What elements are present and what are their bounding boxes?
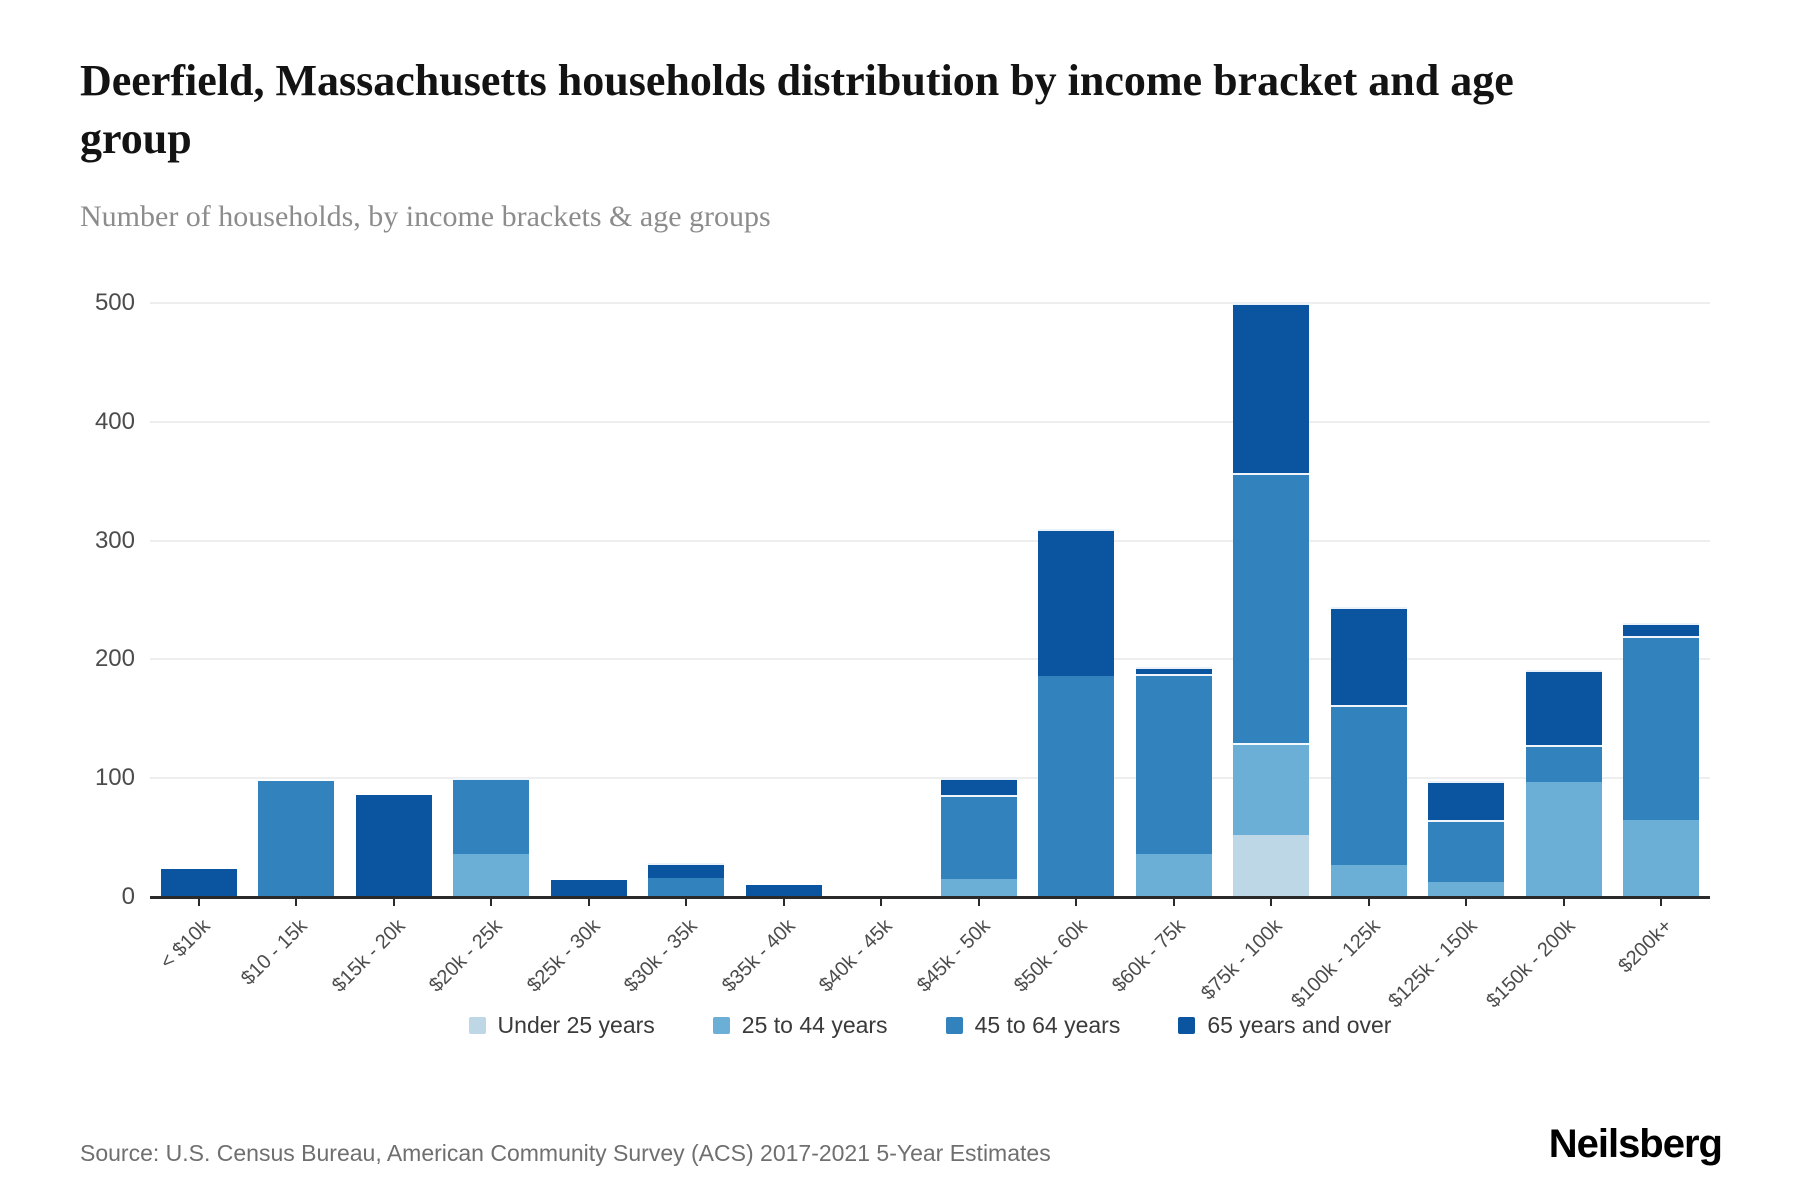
x-axis-tick (1367, 898, 1370, 906)
bar-segment[interactable] (453, 778, 530, 855)
bar-segment[interactable] (1428, 881, 1505, 897)
bar-segment[interactable] (355, 794, 432, 897)
x-axis-tick (685, 898, 688, 906)
bar-segment[interactable] (1330, 607, 1407, 705)
bar-$10 - 15k[interactable] (258, 780, 335, 897)
x-axis-tick (295, 898, 298, 906)
bar-segment[interactable] (1233, 472, 1310, 743)
bar-$50k - 60k[interactable] (1038, 528, 1115, 897)
legend-label: 45 to 64 years (974, 1012, 1121, 1038)
x-axis-line (150, 896, 1710, 899)
bar-segment[interactable] (1038, 528, 1115, 677)
y-gridline (150, 302, 1710, 304)
bar-segment[interactable] (1525, 781, 1602, 897)
legend-label: 65 years and over (1207, 1012, 1392, 1038)
bar-$15k - 20k[interactable] (355, 794, 432, 897)
bar-segment[interactable] (940, 778, 1017, 795)
bar-segment[interactable] (1038, 676, 1115, 897)
bar-segment[interactable] (550, 880, 627, 897)
chart-title: Deerfield, Massachusetts households dist… (80, 56, 1514, 163)
y-axis-tick-label: 100 (94, 764, 135, 792)
y-gridline (150, 658, 1710, 661)
y-axis-tick-label: 0 (121, 883, 135, 910)
y-axis-tick-label: 200 (94, 645, 135, 673)
bar-$200k+[interactable] (1623, 622, 1700, 897)
bar-$35k - 40k[interactable] (745, 885, 822, 897)
x-axis-tick (1075, 898, 1078, 906)
x-axis-tick (1660, 898, 1663, 906)
x-axis-tick (977, 898, 980, 906)
bar-segment[interactable] (940, 794, 1017, 880)
bar-segment[interactable] (258, 780, 335, 897)
y-axis-tick-label: 300 (94, 526, 135, 554)
bar-$125k - 150k[interactable] (1428, 780, 1505, 897)
x-axis-tick (880, 898, 883, 906)
y-gridline (150, 777, 1710, 780)
bar-$100k - 125k[interactable] (1330, 607, 1407, 897)
bar-segment[interactable] (648, 862, 725, 878)
bar-segment[interactable] (1623, 622, 1700, 636)
plot-area: 0 100 200 300 400 500 < $10k $10 - 15k $15k - 20… (95, 289, 1710, 1012)
bar-$25k - 30k[interactable] (550, 880, 627, 897)
bar-segment[interactable] (160, 868, 237, 897)
x-axis-tick (587, 898, 590, 906)
legend-swatch-icon (1178, 1017, 1196, 1034)
x-axis-tick (1562, 898, 1565, 906)
bar-segment[interactable] (1233, 835, 1310, 897)
y-axis-tick-label: 500 (94, 289, 135, 316)
x-axis-tick (197, 898, 200, 906)
bar-$150k - 200k[interactable] (1525, 670, 1602, 897)
bar-segment[interactable] (1135, 854, 1212, 897)
legend-item[interactable]: 25 to 44 years (712, 1012, 888, 1039)
bar-segment[interactable] (453, 854, 530, 897)
x-axis-tick (1465, 898, 1468, 906)
legend-item[interactable]: Under 25 years (468, 1012, 655, 1039)
legend-swatch-icon (945, 1017, 963, 1034)
bar-segment[interactable] (1135, 666, 1212, 674)
x-axis-tick (1270, 898, 1273, 906)
bar-segment[interactable] (1233, 303, 1310, 473)
chart-subtitle: Number of households, by income brackets… (80, 200, 771, 233)
legend-label: Under 25 years (497, 1012, 655, 1038)
x-axis-tick (392, 898, 395, 906)
bar-segment[interactable] (1428, 819, 1505, 882)
legend-item[interactable]: 45 to 64 years (945, 1012, 1121, 1039)
bar-$45k - 50k[interactable] (940, 778, 1017, 897)
bar-$60k - 75k[interactable] (1135, 666, 1212, 897)
legend-label: 25 to 44 years (741, 1012, 888, 1038)
x-axis-tick (490, 898, 493, 906)
source-note: Source: U.S. Census Bureau, American Com… (80, 1140, 1051, 1166)
bar-segment[interactable] (1525, 670, 1602, 745)
bar-< $10k[interactable] (160, 868, 237, 897)
bar-segment[interactable] (1428, 780, 1505, 820)
bar-segment[interactable] (648, 878, 725, 897)
y-gridline (150, 420, 1710, 423)
legend-swatch-icon (712, 1017, 730, 1034)
bar-$20k - 25k[interactable] (453, 778, 530, 897)
y-gridline (150, 539, 1710, 542)
bar-segment[interactable] (1233, 742, 1310, 836)
bar-$30k - 35k[interactable] (648, 862, 725, 897)
x-axis-tick (782, 898, 785, 906)
legend: Under 25 years 25 to 44 years 45 to 64 yea… (150, 1012, 1710, 1039)
legend-item[interactable]: 65 years and over (1178, 1012, 1391, 1039)
bar-segment[interactable] (745, 885, 822, 897)
bar-segment[interactable] (1330, 864, 1407, 897)
legend-swatch-icon (468, 1017, 486, 1034)
bar-segment[interactable] (940, 879, 1017, 897)
x-axis-tick (1172, 898, 1175, 906)
bar-$75k - 100k[interactable] (1233, 303, 1310, 897)
bar-segment[interactable] (1623, 635, 1700, 820)
brand-logo: Neilsberg (1548, 1122, 1723, 1166)
y-axis-tick-label: 400 (94, 407, 135, 435)
bar-segment[interactable] (1330, 704, 1407, 865)
bar-segment[interactable] (1525, 744, 1602, 782)
bar-segment[interactable] (1135, 673, 1212, 855)
bar-segment[interactable] (1623, 819, 1700, 897)
